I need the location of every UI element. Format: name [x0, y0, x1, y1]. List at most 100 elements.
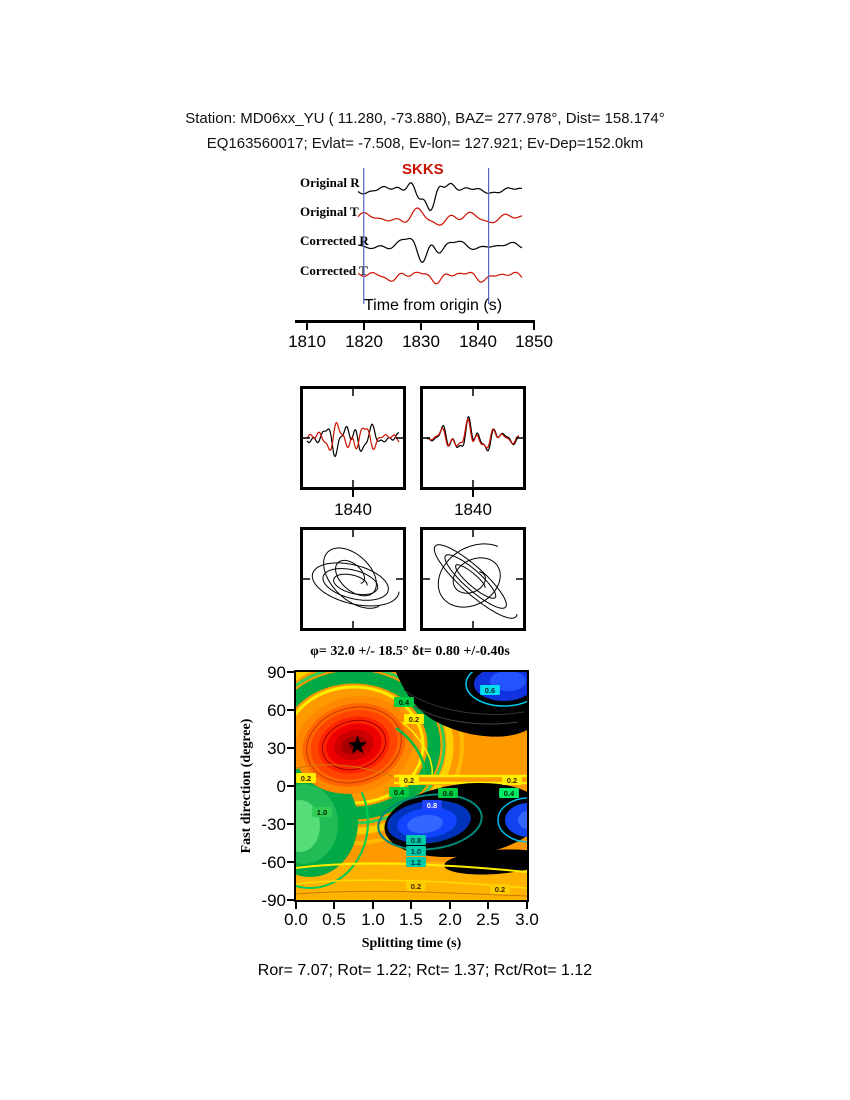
mini-panel-tick-label: 1840 [334, 500, 372, 519]
component-pair-panel-corrected [420, 386, 526, 490]
contour-label-text: 1.0 [411, 847, 421, 856]
seismogram-trace [426, 418, 520, 449]
time-tick-label: 1830 [402, 332, 440, 351]
contour-label-chip [406, 846, 426, 856]
particle-motion-curve [433, 544, 518, 619]
contour-label-text: 0.4 [394, 788, 405, 797]
y-tick-label: -60 [261, 853, 286, 872]
contour-label-chip [499, 788, 519, 798]
particle-motion-panel-original [300, 527, 406, 631]
component-pair-panel-original [300, 386, 406, 490]
y-tick [287, 785, 294, 787]
contour-label-text: 0.2 [411, 882, 421, 891]
error-surface-plot: 0.4 0.2 0.6 0.2 0.2 0.2 0.4 0.6 0.4 0.8 0.8 1.0 1.2 1… [296, 672, 527, 900]
contour-label-text: 0.2 [495, 885, 505, 894]
contour-label-text: 0.8 [427, 801, 437, 810]
contour-label-chip [406, 835, 426, 845]
contour-label-chip [490, 884, 510, 894]
station-info-line: Station: MD06xx_YU ( 11.280, -73.880), B… [185, 110, 665, 127]
contour-label-text: 0.2 [301, 774, 311, 783]
component-pair-plot-corrected [423, 389, 523, 487]
particle-motion-curve [323, 547, 380, 609]
contour-label-text: 0.2 [409, 715, 419, 724]
particle-motion-panel-corrected [420, 527, 526, 631]
y-tick [287, 823, 294, 825]
x-tick [372, 902, 374, 909]
trace-label-original-r: Original R [300, 175, 360, 190]
y-tick [287, 861, 294, 863]
contour-label-chip [296, 773, 316, 783]
seismogram-trace [357, 207, 523, 226]
mini-panel-tick [352, 490, 354, 497]
trace-label-corrected-r: Corrected R [300, 233, 369, 248]
y-tick-label: 30 [267, 739, 286, 758]
contour-label-text: 0.8 [411, 836, 421, 845]
y-tick [287, 671, 294, 673]
seismogram-trace [306, 421, 400, 451]
contour-label-chip [406, 881, 426, 891]
y-tick-label: 60 [267, 701, 286, 720]
seismogram-trace [357, 271, 523, 285]
x-tick-label: 3.0 [515, 910, 539, 929]
contour-label-chip [312, 807, 332, 817]
particle-motion-plot-corrected [423, 530, 523, 628]
contour-label-chip [480, 685, 500, 695]
particle-motion-curve [311, 562, 400, 607]
x-tick [487, 902, 489, 909]
contour-x-axis-label: Splitting time (s) [361, 936, 462, 951]
y-tick-label: -30 [261, 815, 286, 834]
seismogram-trace [426, 415, 520, 452]
time-axis-tick [363, 323, 365, 330]
x-tick-label: 2.0 [438, 910, 462, 929]
x-tick [333, 902, 335, 909]
x-tick-label: 1.0 [361, 910, 385, 929]
contour-label-chip [422, 800, 442, 810]
contour-label-chip [399, 775, 419, 785]
time-axis-tick [533, 323, 535, 330]
x-tick-label: 0.0 [284, 910, 308, 929]
particle-motion-curve [437, 543, 501, 608]
seismogram-trace [357, 182, 523, 212]
y-tick [287, 899, 294, 901]
contour-label-text: 0.4 [399, 698, 410, 707]
time-axis-label: Time from origin (s) [363, 297, 503, 314]
error-surface-frame: 0.4 0.2 0.6 0.2 0.2 0.2 0.4 0.6 0.4 0.8 0.8 1.0 1.2 1… [294, 670, 529, 902]
particle-motion-plot-original [303, 530, 403, 628]
phase-label: SKKS [402, 161, 444, 178]
time-tick-label: 1820 [345, 332, 383, 351]
contour-label-text: 0.6 [485, 686, 495, 695]
x-tick-label: 2.5 [476, 910, 500, 929]
splitting-result-title: φ= 32.0 +/- 18.5° δt= 0.80 +/-0.40s [310, 644, 510, 659]
x-tick [526, 902, 528, 909]
trace-label-original-t: Original T [300, 204, 359, 219]
y-tick [287, 709, 294, 711]
x-tick-label: 0.5 [322, 910, 346, 929]
y-tick-label: -90 [261, 891, 286, 910]
contour-label-text: 1.0 [317, 808, 327, 817]
contour-label-text: 0.6 [443, 789, 453, 798]
y-tick [287, 747, 294, 749]
time-axis [295, 320, 535, 323]
event-info-line: EQ163560017; Evlat= -7.508, Ev-lon= 127.… [206, 135, 644, 152]
time-axis-tick [420, 323, 422, 330]
statistics-line: Ror= 7.07; Rot= 1.22; Rct= 1.37; Rct/Rot… [257, 962, 593, 979]
contour-label-text: 0.4 [504, 789, 515, 798]
contour-label-text: 1.2 [411, 858, 421, 867]
best-solution-star [348, 735, 368, 754]
contour-label-text: 0.2 [404, 776, 414, 785]
waveform-plot [357, 168, 523, 304]
seismogram-trace [306, 423, 400, 458]
y-tick-label: 0 [276, 777, 286, 796]
x-tick [410, 902, 412, 909]
time-axis-tick [477, 323, 479, 330]
x-tick [449, 902, 451, 909]
contour-label-chip [406, 857, 426, 867]
y-tick-label: 90 [267, 663, 286, 682]
time-tick-label: 1810 [288, 332, 326, 351]
mini-panel-tick [472, 490, 474, 497]
x-tick [295, 902, 297, 909]
contour-label-chip [502, 775, 522, 785]
mini-panel-tick-label: 1840 [454, 500, 492, 519]
component-pair-plot-original [303, 389, 403, 487]
